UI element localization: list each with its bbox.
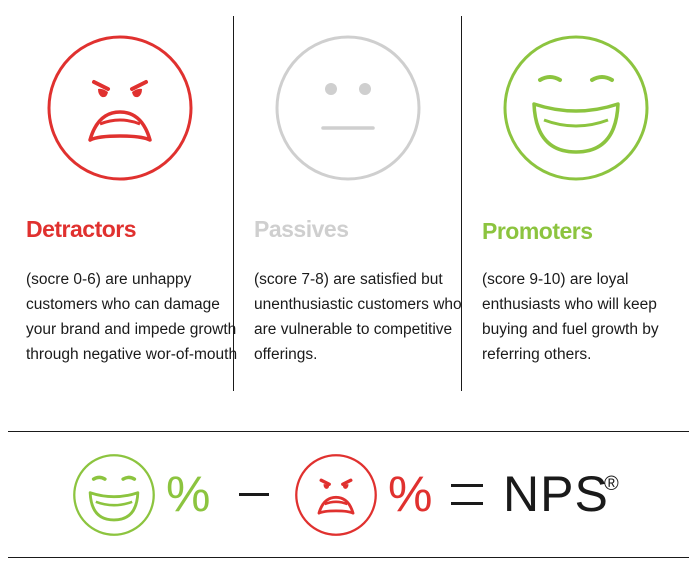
- formula-top-divider: [8, 431, 689, 432]
- angry-face-icon: [47, 35, 193, 181]
- minus-sign: [239, 493, 269, 496]
- column-divider: [233, 16, 234, 391]
- passives-title: Passives: [254, 216, 349, 242]
- promoters-description: (score 9-10) are loyal enthusiasts who w…: [482, 271, 659, 363]
- laughing-face-icon: [73, 454, 155, 536]
- passives-description: (score 7-8) are satisfied but unenthusia…: [254, 271, 462, 363]
- neutral-face-icon: [275, 35, 421, 181]
- promoters-percent: %: [166, 466, 211, 522]
- nps-label: NPS: [503, 466, 609, 522]
- formula-bottom-divider: [8, 557, 689, 558]
- laughing-face-icon: [503, 35, 649, 181]
- registered-mark: ®: [604, 473, 619, 495]
- detractors-title: Detractors: [26, 216, 137, 242]
- equals-sign-top: [451, 484, 483, 487]
- detractors-description: (socre 0-6) are unhappy customers who ca…: [26, 271, 238, 363]
- equals-sign-bottom: [451, 502, 483, 505]
- column-divider: [461, 16, 462, 391]
- promoters-title: Promoters: [482, 218, 593, 244]
- detractors-percent: %: [388, 466, 433, 522]
- angry-face-icon: [295, 454, 377, 536]
